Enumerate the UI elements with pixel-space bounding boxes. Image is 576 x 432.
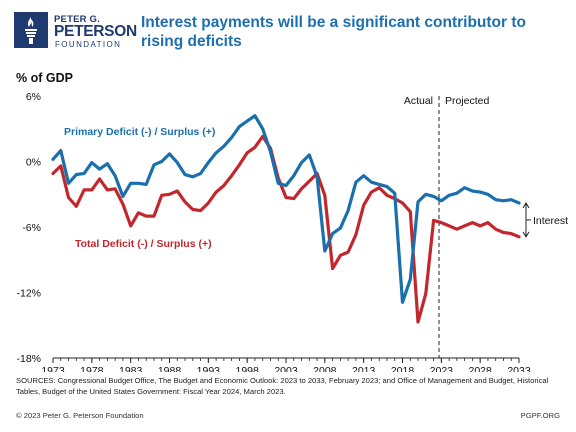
primary-series-label: Primary Deficit (-) / Surplus (+) bbox=[64, 126, 215, 138]
x-tick-label: 1983 bbox=[119, 365, 143, 372]
primary-deficit-line bbox=[51, 114, 521, 304]
deficit-line-chart: % of GDP 6% 0% -6% -12% -18%1973 1978 1983 1988 1… bbox=[16, 71, 568, 372]
y-tick-label: 0% bbox=[26, 157, 41, 169]
chart-title: Interest payments will be a significant … bbox=[141, 14, 526, 50]
pgpf-torch-icon bbox=[14, 12, 48, 48]
y-tick-label: -6% bbox=[22, 222, 41, 234]
x-tick-label: 2023 bbox=[430, 365, 454, 372]
x-tick-label: 2013 bbox=[352, 365, 376, 372]
y-tick-label: -18% bbox=[16, 353, 41, 365]
x-tick-label: 1993 bbox=[197, 365, 221, 372]
x-tick-label: 1973 bbox=[41, 365, 65, 372]
x-tick-label: 2003 bbox=[274, 365, 298, 372]
x-tick-label: 2033 bbox=[507, 365, 531, 372]
x-tick-label: 1978 bbox=[80, 365, 104, 372]
actual-label: Actual bbox=[404, 95, 433, 107]
x-tick-label: 1988 bbox=[158, 365, 182, 372]
x-tick-label: 2008 bbox=[313, 365, 337, 372]
projected-label: Projected bbox=[445, 95, 490, 107]
copyright-text: © 2023 Peter G. Peterson Foundation bbox=[16, 411, 144, 420]
y-tick-label: -12% bbox=[16, 288, 41, 300]
y-tick-label: 6% bbox=[26, 91, 41, 103]
website-link[interactable]: PGPF.ORG bbox=[520, 411, 560, 420]
logo-text-line1: PETER G. bbox=[54, 14, 100, 25]
interest-label: Interest bbox=[533, 215, 568, 227]
interest-arrow-down bbox=[522, 231, 530, 238]
logo-text-line2: PETERSON bbox=[54, 23, 137, 40]
interest-arrow-up bbox=[522, 202, 530, 209]
pgpf-logo: PETER G. PETERSON FOUNDATION bbox=[14, 12, 137, 54]
x-tick-label: 2028 bbox=[468, 365, 492, 372]
y-axis-label: % of GDP bbox=[16, 71, 73, 85]
x-tick-label: 2018 bbox=[391, 365, 415, 372]
logo-text-line3: FOUNDATION bbox=[55, 40, 122, 49]
total-deficit-line bbox=[51, 134, 521, 324]
x-tick-label: 1998 bbox=[235, 365, 259, 372]
sources-note: SOURCES: Congressional Budget Office, Th… bbox=[16, 376, 549, 396]
total-series-label: Total Deficit (-) / Surplus (+) bbox=[75, 238, 212, 250]
